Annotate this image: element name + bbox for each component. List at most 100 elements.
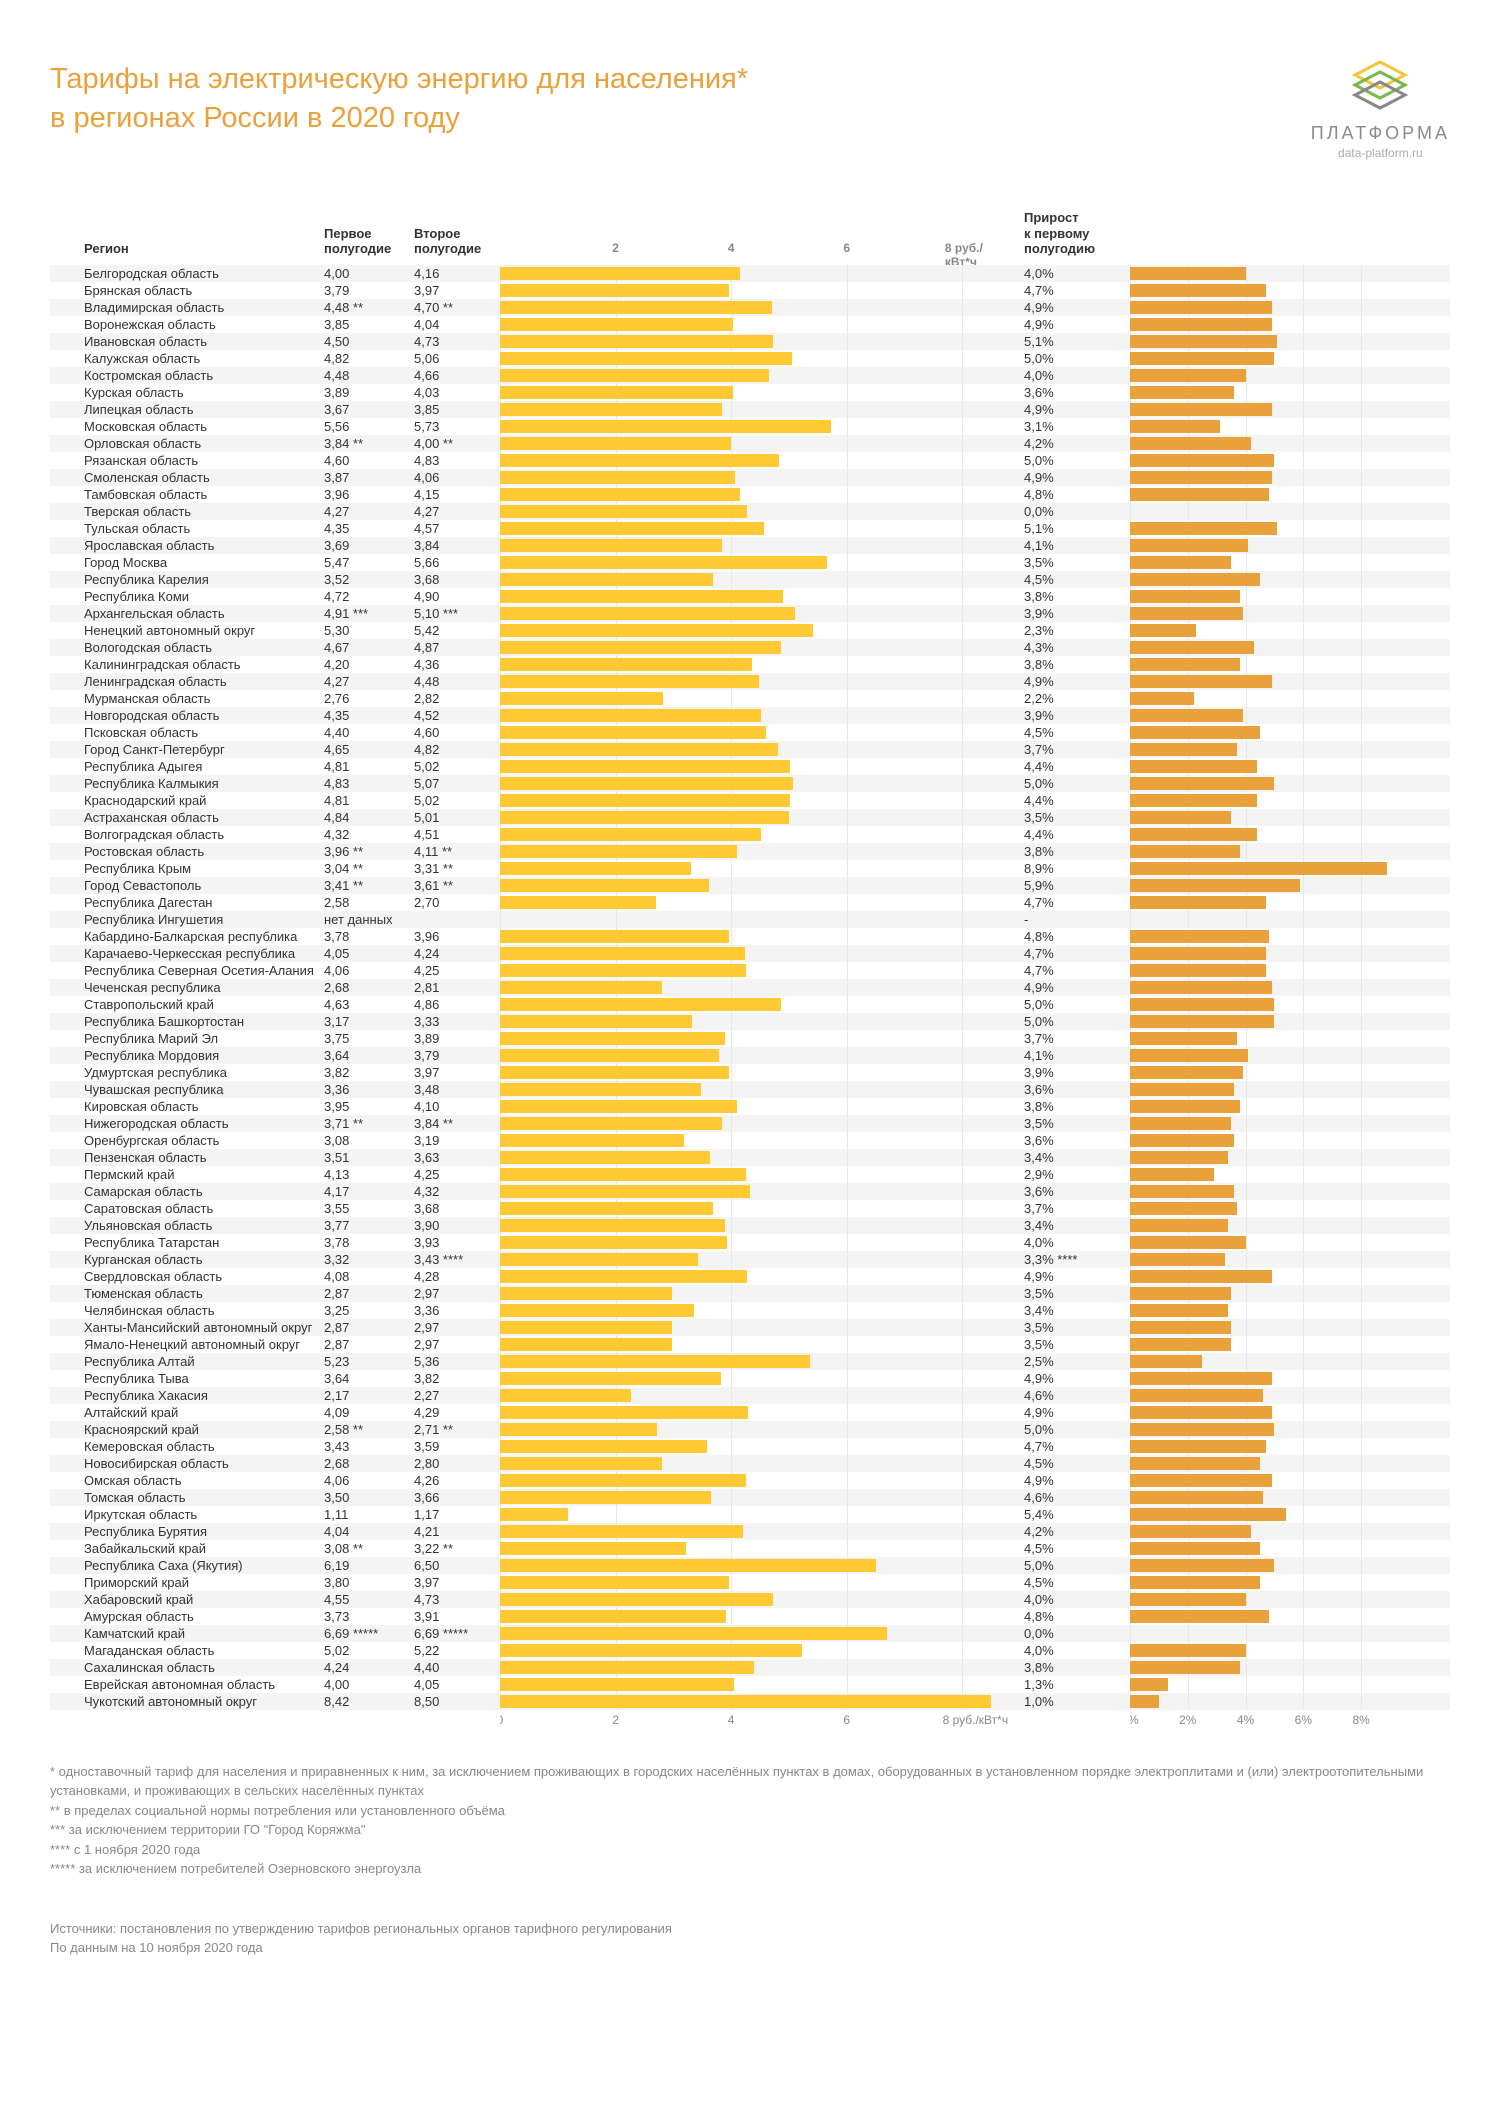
region-name: Кабардино-Балкарская республика	[80, 928, 320, 945]
value-bar	[500, 1406, 748, 1419]
table-row: Кемеровская область3,433,594,7%	[50, 1438, 1450, 1455]
table-row: Ставропольский край4,634,865,0%	[50, 996, 1450, 1013]
table-row: Нижегородская область3,71 **3,84 **3,5%	[50, 1115, 1450, 1132]
table-row: Северо-Западный ФОРеспублика Карелия3,52…	[50, 571, 1450, 588]
growth-value: 4,0%	[1020, 1234, 1130, 1251]
growth-value: 4,7%	[1020, 282, 1130, 299]
growth-value: 4,1%	[1020, 1047, 1130, 1064]
value-h2: 3,66	[410, 1489, 500, 1506]
value-bar	[500, 1389, 631, 1402]
growth-bar-cell	[1130, 537, 1390, 554]
value-bar	[500, 794, 790, 807]
value-bar	[500, 981, 662, 994]
table-row: Ямало-Ненецкий автономный округ2,872,973…	[50, 1336, 1450, 1353]
growth-value: 3,4%	[1020, 1217, 1130, 1234]
value-h1: 3,82	[320, 1064, 410, 1081]
growth-value: 4,9%	[1020, 299, 1130, 316]
value-h2: 3,90	[410, 1217, 500, 1234]
growth-value: 4,3%	[1020, 639, 1130, 656]
bar-cell	[500, 605, 1020, 622]
value-h1: 3,77	[320, 1217, 410, 1234]
bar-cell	[500, 1319, 1020, 1336]
growth-value: 4,1%	[1020, 537, 1130, 554]
bar-cell	[500, 894, 1020, 911]
table-row: Республика Калмыкия4,835,075,0%	[50, 775, 1450, 792]
bar-cell	[500, 1557, 1020, 1574]
growth-value: 0,0%	[1020, 1625, 1130, 1642]
growth-value: 5,0%	[1020, 1557, 1130, 1574]
value-h1: 2,58 **	[320, 1421, 410, 1438]
bar-cell	[500, 741, 1020, 758]
region-name: Псковская область	[80, 724, 320, 741]
growth-bar	[1130, 1100, 1240, 1113]
bar-cell	[500, 418, 1020, 435]
bar-cell	[500, 928, 1020, 945]
table-row: Калининградская область4,204,363,8%	[50, 656, 1450, 673]
bar-cell	[500, 1217, 1020, 1234]
region-name: Республика Адыгея	[80, 758, 320, 775]
table-row: Липецкая область3,673,854,9%	[50, 401, 1450, 418]
logo-icon	[1350, 60, 1410, 115]
value-h1: 4,00	[320, 265, 410, 282]
region-name: Калининградская область	[80, 656, 320, 673]
table-row: Ульяновская область3,773,903,4%	[50, 1217, 1450, 1234]
growth-bar	[1130, 726, 1260, 739]
table-row: Московская область5,565,733,1%	[50, 418, 1450, 435]
growth-value: 4,8%	[1020, 928, 1130, 945]
bar-cell	[500, 979, 1020, 996]
region-name: Тамбовская область	[80, 486, 320, 503]
growth-value: 5,1%	[1020, 333, 1130, 350]
table-row: Приволжский ФОРеспублика Башкортостан3,1…	[50, 1013, 1450, 1030]
growth-bar-cell	[1130, 1642, 1390, 1659]
sources: Источники: постановления по утверждению …	[50, 1919, 1450, 1958]
district-label: Южный и Северо-Кавказский ФО	[60, 764, 72, 768]
growth-bar-cell	[1130, 452, 1390, 469]
bar-cell	[500, 1098, 1020, 1115]
bar-cell	[500, 588, 1020, 605]
growth-value: 4,9%	[1020, 979, 1130, 996]
region-name: Владимирская область	[80, 299, 320, 316]
value-h2: 3,19	[410, 1132, 500, 1149]
value-h1: 3,78	[320, 1234, 410, 1251]
region-name: Республика Бурятия	[80, 1523, 320, 1540]
value-h1: 4,08	[320, 1268, 410, 1285]
bar-cell	[500, 1302, 1020, 1319]
growth-bar-cell	[1130, 1421, 1390, 1438]
growth-bar-cell	[1130, 350, 1390, 367]
growth-bar	[1130, 556, 1231, 569]
growth-bar	[1130, 1355, 1202, 1368]
growth-bar-cell	[1130, 333, 1390, 350]
growth-bar-cell	[1130, 656, 1390, 673]
value-h2: 2,82	[410, 690, 500, 707]
bar-cell	[500, 401, 1020, 418]
bar-cell	[500, 656, 1020, 673]
growth-bar	[1130, 488, 1269, 501]
growth-bar-cell	[1130, 1591, 1390, 1608]
page-title: Тарифы на электрическую энергию для насе…	[50, 60, 748, 138]
value-h1: 2,76	[320, 690, 410, 707]
bar-cell	[500, 996, 1020, 1013]
bar-axis-top: 2468 руб./кВт*ч	[500, 241, 1020, 257]
growth-bar	[1130, 1185, 1234, 1198]
table-row: Карачаево-Черкесская республика4,054,244…	[50, 945, 1450, 962]
value-h1: 2,87	[320, 1336, 410, 1353]
growth-bar	[1130, 1032, 1237, 1045]
value-h1: 3,55	[320, 1200, 410, 1217]
table-row: Самарская область4,174,323,6%	[50, 1183, 1450, 1200]
growth-bar	[1130, 998, 1274, 1011]
region-name: Мурманская область	[80, 690, 320, 707]
table-row: Республика Тыва3,643,824,9%	[50, 1370, 1450, 1387]
logo-text: ПЛАТФОРМА	[1311, 123, 1450, 144]
growth-bar-cell	[1130, 877, 1390, 894]
growth-bar-cell	[1130, 911, 1390, 928]
growth-bar	[1130, 675, 1272, 688]
value-bar	[500, 1321, 672, 1334]
bar-cell	[500, 1132, 1020, 1149]
bar-cell	[500, 1472, 1020, 1489]
value-h1: 3,64	[320, 1047, 410, 1064]
region-name: Воронежская область	[80, 316, 320, 333]
growth-bar	[1130, 828, 1257, 841]
growth-bar-cell	[1130, 1353, 1390, 1370]
growth-value: 4,0%	[1020, 1591, 1130, 1608]
value-h1: 3,64	[320, 1370, 410, 1387]
